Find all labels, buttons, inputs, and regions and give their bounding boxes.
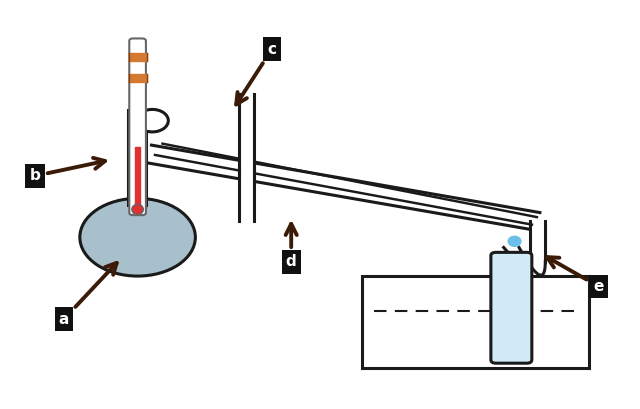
Ellipse shape <box>136 110 168 132</box>
Ellipse shape <box>132 204 143 215</box>
Text: b: b <box>30 158 105 183</box>
Text: c: c <box>236 42 276 104</box>
Text: e: e <box>547 257 604 294</box>
FancyBboxPatch shape <box>129 38 146 215</box>
FancyBboxPatch shape <box>491 252 532 363</box>
Text: d: d <box>285 224 297 269</box>
Ellipse shape <box>508 236 522 247</box>
Ellipse shape <box>80 198 195 276</box>
FancyBboxPatch shape <box>362 276 589 368</box>
Text: a: a <box>59 263 116 326</box>
